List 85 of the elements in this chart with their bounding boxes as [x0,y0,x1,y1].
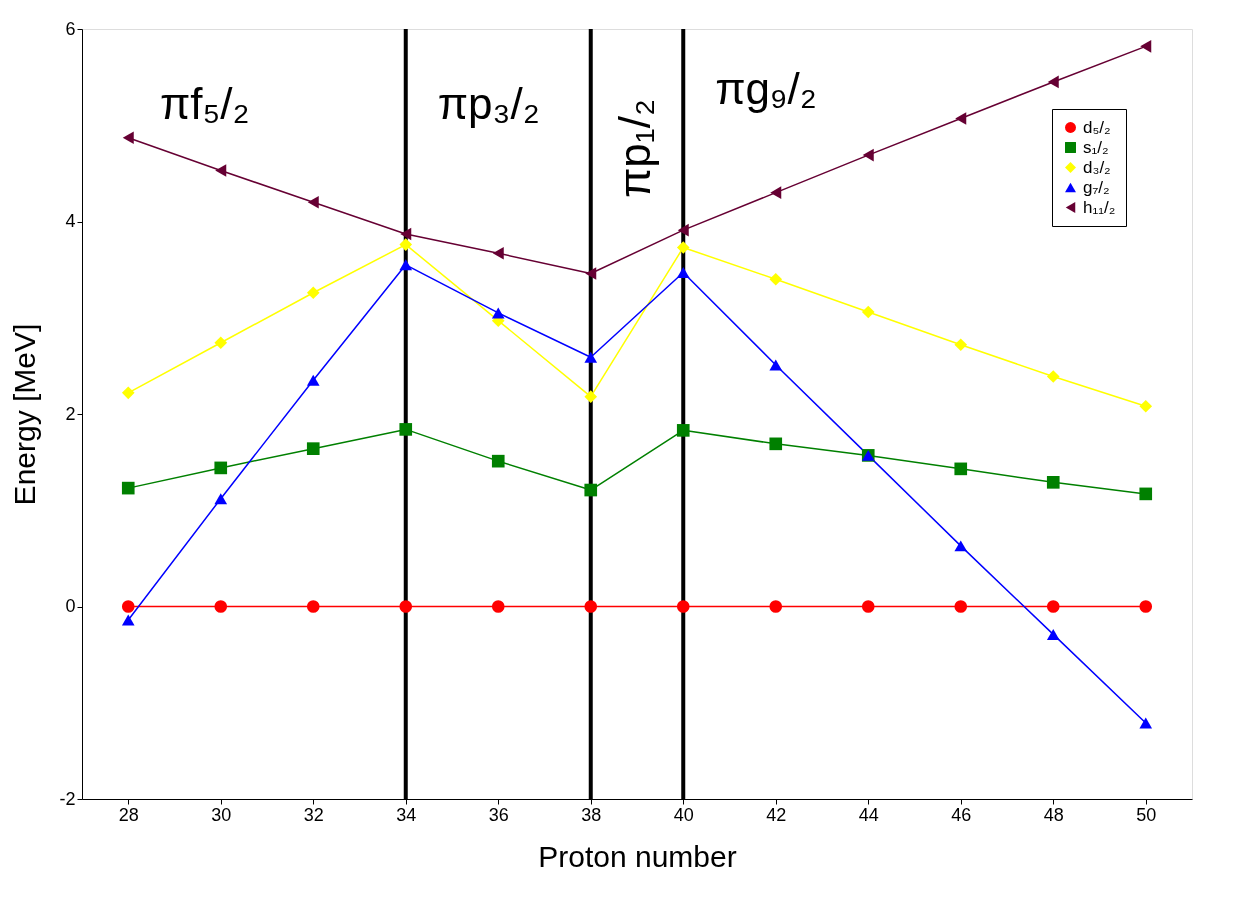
y-axis-title: Energy [MeV] [8,323,42,506]
point [214,461,228,475]
x-tick-label: 46 [951,804,972,825]
legend-label: d₃/₂ [1083,157,1111,177]
y-tick-label: 2 [65,403,76,424]
point [491,307,505,319]
point [862,148,874,162]
point [676,267,690,278]
x-tick-label: 42 [766,804,787,825]
annotation: πp₃/₂ [437,79,540,128]
point [121,600,135,613]
point [954,462,968,476]
legend-label: d₅/₂ [1083,117,1111,137]
point [214,493,228,505]
point [584,390,598,403]
point [769,437,783,451]
point [122,131,134,145]
point [306,600,320,613]
point [954,540,968,552]
point [214,336,228,350]
point [861,600,875,613]
point [1139,600,1153,613]
x-axis-title: Proton number [538,839,737,873]
point [769,272,783,286]
point [1046,600,1060,613]
x-tick-label: 28 [118,804,139,825]
x-tick-label: 32 [303,804,324,825]
legend-label: h₁₁/₂ [1083,197,1116,217]
point [215,164,227,177]
point [121,614,135,626]
point [491,454,505,468]
point [1046,476,1060,489]
point [399,259,413,271]
point [584,351,598,363]
annotation: πf₅/₂ [160,79,250,128]
point [676,241,690,254]
x-tick-label: 30 [211,804,232,825]
y-tick-label: -2 [59,788,76,809]
point [954,600,968,613]
point [1139,487,1153,501]
y-tick-label: 0 [65,596,76,616]
point [1139,399,1153,413]
point [491,600,505,613]
x-tick-label: 48 [1043,804,1064,825]
point [306,286,320,300]
point [121,386,135,400]
x-tick-label: 44 [858,804,879,825]
point [400,227,412,241]
point [955,112,967,125]
point [861,305,875,319]
annotation: πg₉/₂ [715,64,817,113]
point [585,267,597,280]
x-tick-label: 50 [1136,804,1157,825]
point [769,359,783,371]
x-tick-label: 40 [673,804,694,825]
point [1046,628,1060,640]
point [584,600,598,613]
point [307,195,319,209]
point [676,600,690,613]
y-tick-label: 6 [65,18,76,39]
point [1046,370,1060,383]
point [770,186,782,199]
x-tick-label: 38 [581,804,602,825]
point [492,246,504,260]
point [584,483,598,497]
point [214,600,228,613]
legend-label: g₇/₂ [1083,177,1110,197]
point [399,423,413,436]
point [769,600,783,613]
point [399,600,413,613]
annotation: πp₁/₂ [610,99,659,198]
point [306,374,320,386]
x-tick-label: 36 [488,804,509,825]
point [1140,40,1152,53]
point [677,223,689,237]
point [121,481,135,495]
x-tick-label: 34 [396,804,417,825]
point [954,338,968,352]
point [1139,717,1153,729]
point [306,442,320,455]
point [399,238,413,251]
legend-label: s₁/₂ [1083,137,1109,157]
point [676,424,690,437]
point [1047,75,1059,89]
y-tick-label: 4 [65,211,76,231]
